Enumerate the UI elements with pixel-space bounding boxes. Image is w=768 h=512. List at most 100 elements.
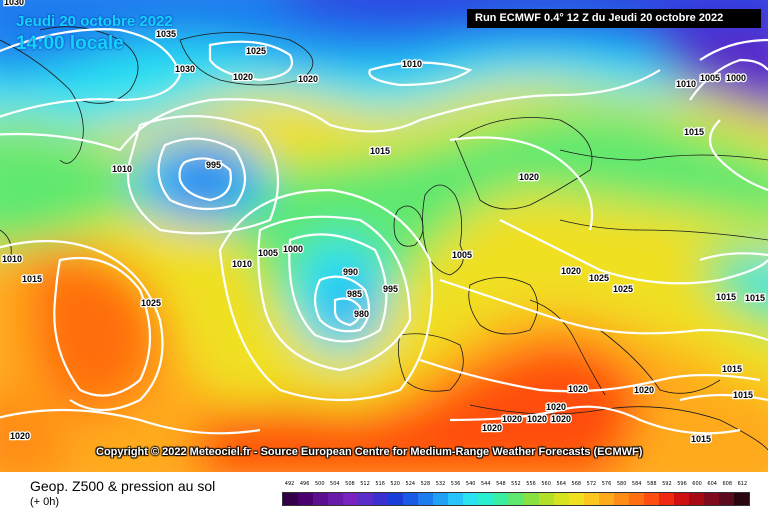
legend-color-swatch xyxy=(553,493,569,505)
isobars xyxy=(0,28,768,435)
legend-value-label: 508 xyxy=(345,481,355,487)
isobar-label: 1030 xyxy=(4,0,24,7)
legend-scale-values: 492 496 500 504 508 512 516 520 524 528 532 536 540 5… xyxy=(282,481,750,491)
map-canvas: 1030 1035 1025 1030 1020 1020 1010 1010 … xyxy=(0,0,768,472)
legend-color-swatch xyxy=(673,493,689,505)
legend-value-label: 588 xyxy=(647,481,657,487)
legend-value-label: 596 xyxy=(677,481,687,487)
isobar-label: 1010 xyxy=(402,59,422,69)
isobar-label: 1000 xyxy=(283,244,303,254)
legend-value-label: 532 xyxy=(435,481,446,487)
isobar-label: 1015 xyxy=(733,390,753,400)
isobar-label: 1020 xyxy=(298,74,318,84)
legend-value-label: 512 xyxy=(360,481,370,487)
legend-color-swatch xyxy=(448,493,464,505)
isobar-label: 1010 xyxy=(112,164,132,174)
legend-value-label: 540 xyxy=(465,481,476,487)
legend-color-swatch xyxy=(568,493,584,505)
legend-value-label: 496 xyxy=(299,481,310,487)
geopotential-field xyxy=(0,0,768,472)
isobar-label: 1020 xyxy=(519,172,539,182)
legend-value-label: 572 xyxy=(586,481,597,487)
legend-color-swatch xyxy=(613,493,629,505)
legend-value-label: 516 xyxy=(375,481,385,487)
legend-value-label: 564 xyxy=(556,481,566,487)
legend-value-label: 500 xyxy=(314,481,325,487)
isobar-label: 995 xyxy=(206,160,221,170)
forecast-time: 14:00 locale xyxy=(16,33,124,54)
isobar-label: 980 xyxy=(354,309,369,319)
legend-value-label: 552 xyxy=(511,481,521,487)
legend-color-swatch xyxy=(433,493,449,505)
legend-color-swatch xyxy=(493,493,509,505)
legend-color-swatch xyxy=(343,493,359,505)
legend-color-swatch xyxy=(643,493,659,505)
legend-value-label: 492 xyxy=(284,481,295,487)
isobar-label: 1015 xyxy=(716,292,736,302)
isobar-label: 1020 xyxy=(546,402,566,412)
legend-color-swatch xyxy=(463,493,479,505)
legend-color-swatch xyxy=(358,493,374,505)
isobar-label: 1000 xyxy=(726,73,746,83)
isobar-label: 990 xyxy=(343,267,358,277)
legend-color-swatch xyxy=(418,493,434,505)
isobar-label: 1015 xyxy=(22,274,42,284)
isobar-label: 1005 xyxy=(700,73,720,83)
isobar-label: 1015 xyxy=(691,434,711,444)
isobar-label: 1020 xyxy=(551,414,571,424)
legend-color-swatch xyxy=(328,493,344,505)
legend-color-bar xyxy=(282,492,750,506)
legend-value-label: 536 xyxy=(450,481,461,487)
isobar-label: 1025 xyxy=(589,273,609,283)
isobar-label: 1005 xyxy=(258,248,278,258)
legend-color-swatch xyxy=(298,493,314,505)
isobar-label: 1015 xyxy=(370,146,390,156)
legend-value-label: 612 xyxy=(737,481,748,487)
isobar-label: 1010 xyxy=(2,254,22,264)
legend-value-label: 548 xyxy=(496,481,506,487)
isobar-label: 1035 xyxy=(156,29,176,39)
legend-value-label: 600 xyxy=(692,481,702,487)
legend-value-label: 568 xyxy=(571,481,582,487)
isobar-label: 1020 xyxy=(634,385,654,395)
legend-value-label: 504 xyxy=(330,481,340,487)
isobar-label: 1020 xyxy=(527,414,547,424)
isobar-label: 1020 xyxy=(233,72,253,82)
isobar-label: 1020 xyxy=(10,431,30,441)
legend-value-label: 608 xyxy=(722,481,733,487)
legend-color-swatch xyxy=(508,493,524,505)
legend-color-swatch xyxy=(688,493,704,505)
legend-value-label: 524 xyxy=(405,481,416,487)
legend-color-swatch xyxy=(478,493,494,505)
legend-value-label: 544 xyxy=(480,481,491,487)
legend-color-swatch xyxy=(658,493,674,505)
legend-title: Geop. Z500 & pression au sol xyxy=(30,478,216,494)
forecast-map: 1030 1035 1025 1030 1020 1020 1010 1010 … xyxy=(0,0,768,472)
isobar-label: 1015 xyxy=(722,364,742,374)
legend-value-label: 592 xyxy=(662,481,672,487)
legend-value-label: 528 xyxy=(420,481,431,487)
coastlines xyxy=(0,26,768,451)
legend-value-label: 580 xyxy=(616,481,627,487)
legend-color-swatch xyxy=(403,493,419,505)
legend-color-swatch xyxy=(388,493,404,505)
isobar-label: 1020 xyxy=(482,423,502,433)
legend-value-label: 556 xyxy=(526,481,536,487)
isobar-label: 1020 xyxy=(561,266,581,276)
isobar-label: 1015 xyxy=(745,293,765,303)
isobar-label: 1025 xyxy=(613,284,633,294)
legend-value-label: 604 xyxy=(707,481,717,487)
isobar-label: 1020 xyxy=(502,414,522,424)
forecast-date: Jeudi 20 octobre 2022 xyxy=(16,13,173,30)
isobar-label: 1030 xyxy=(175,64,195,74)
legend-color-swatch xyxy=(538,493,554,505)
legend-color-swatch xyxy=(373,493,389,505)
isobar-label: 995 xyxy=(383,284,398,294)
legend-value-label: 560 xyxy=(541,481,551,487)
isobar-label: 1015 xyxy=(684,127,704,137)
isobar-label: 1020 xyxy=(568,384,588,394)
legend-value-label: 584 xyxy=(631,481,642,487)
isobar-label: 985 xyxy=(347,289,362,299)
isobar-label: 1025 xyxy=(246,46,266,56)
legend-color-swatch xyxy=(628,493,644,505)
